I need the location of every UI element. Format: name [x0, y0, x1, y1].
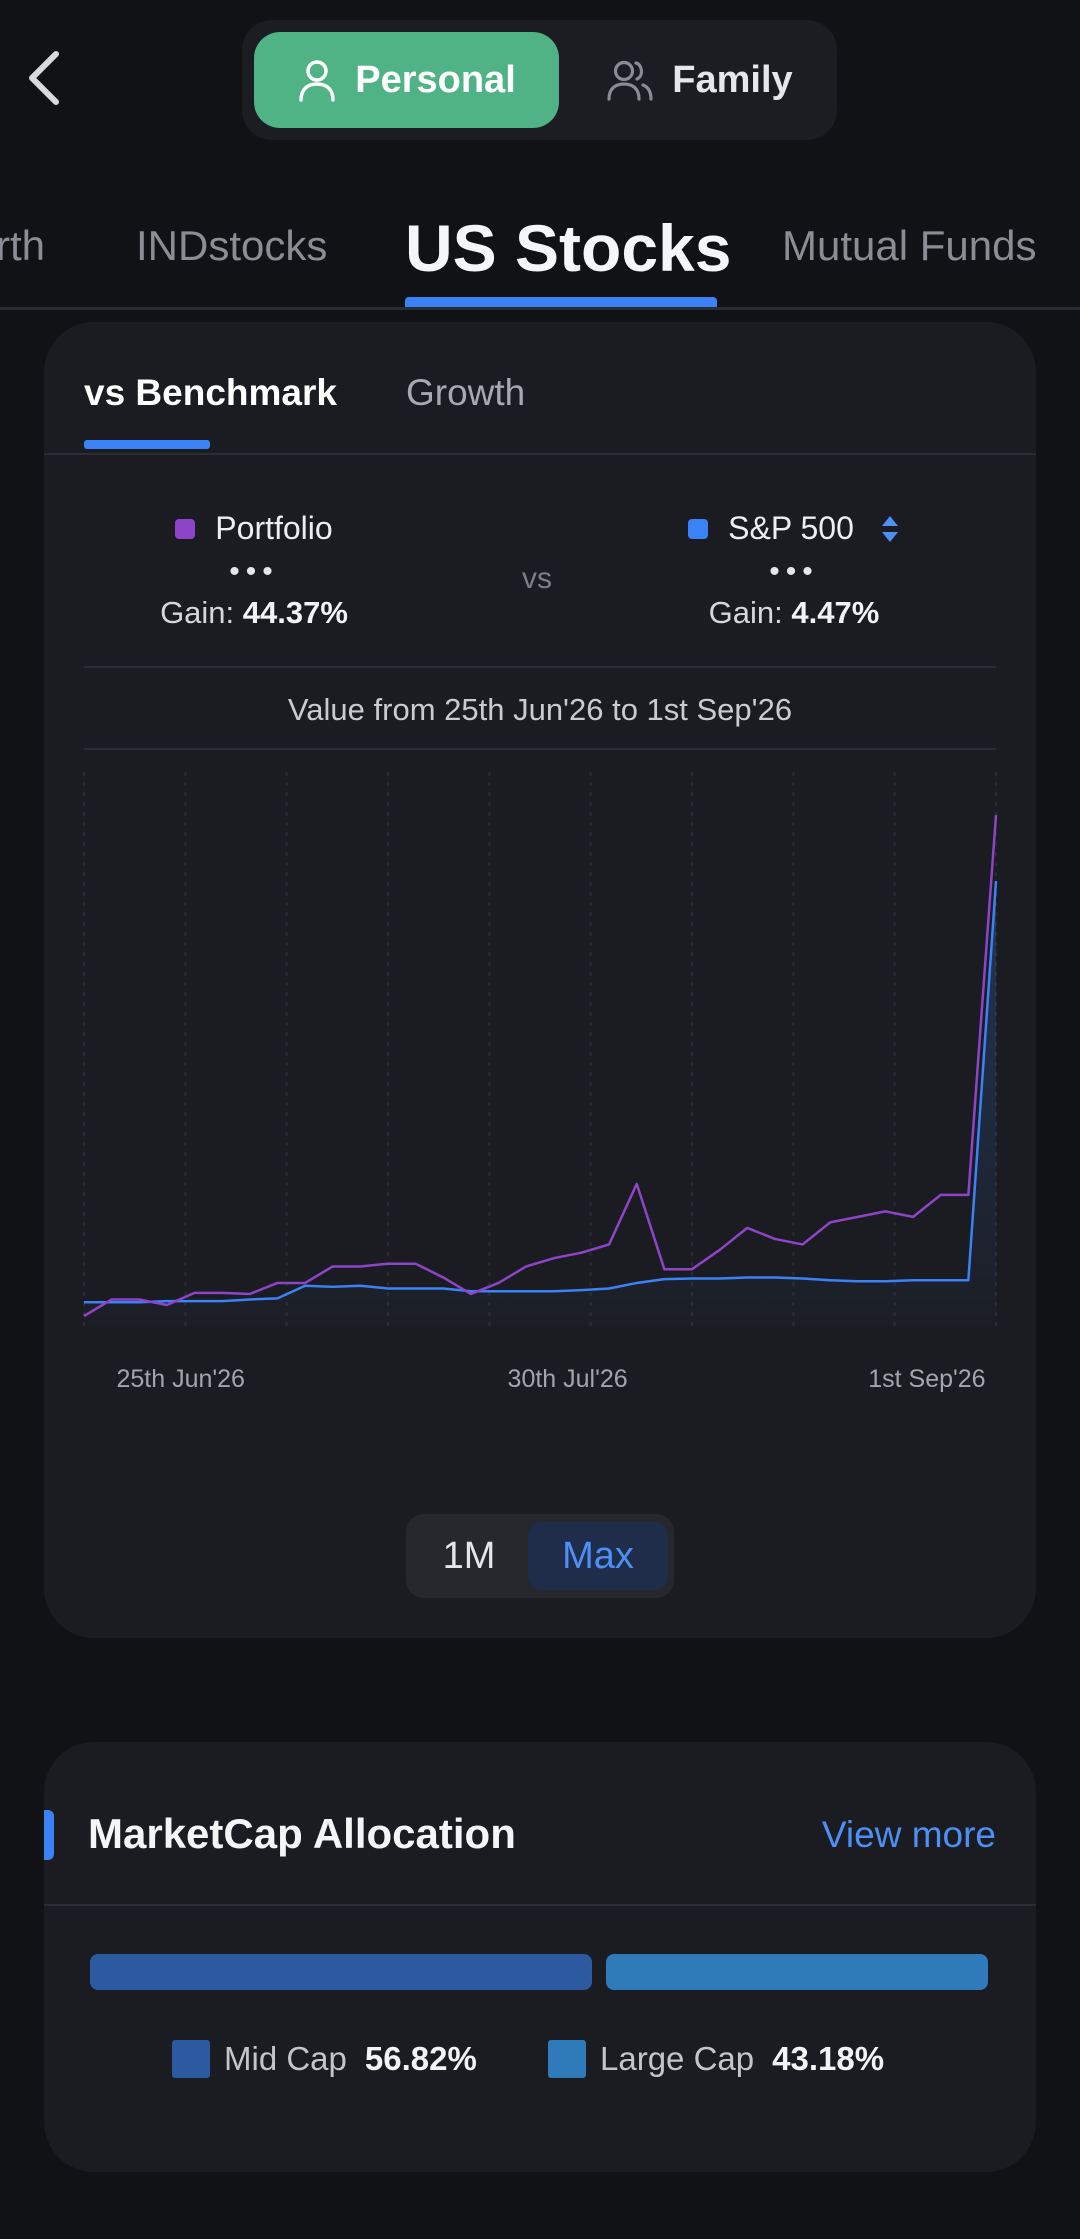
vs-label: vs — [522, 562, 552, 595]
subtab-vs-benchmark[interactable]: vs Benchmark — [84, 372, 337, 413]
portfolio-gain: Gain: 44.37% — [160, 595, 348, 630]
marketcap-divider — [44, 1904, 1036, 1906]
benchmark-value-masked: ••• — [769, 555, 819, 588]
family-toggle[interactable]: Family — [572, 32, 827, 128]
benchmark-gain: Gain: 4.47% — [708, 595, 880, 630]
portfolio-line — [83, 814, 998, 1318]
tab-indstocks[interactable]: INDstocks — [136, 222, 328, 269]
mid-cap-value: 56.82% — [364, 2040, 477, 2077]
portfolio-legend: Portfolio ••• Gain: 44.37% — [134, 510, 374, 631]
user-icon — [299, 60, 335, 102]
range-divider — [84, 748, 996, 750]
benchmark-color-swatch — [688, 518, 709, 539]
large-cap-swatch — [548, 2040, 586, 2078]
chart-x-ticks: 25th Jun'26 30th Jul'26 1st Sep'26 — [116, 1365, 985, 1393]
benchmark-area — [84, 881, 996, 1327]
x-tick-label: 25th Jun'26 — [116, 1365, 245, 1393]
benchmark-line — [84, 881, 998, 1304]
tab-mutual-funds[interactable]: Mutual Funds — [782, 222, 1037, 269]
chart-series — [83, 814, 998, 1318]
performance-card: vs Benchmark Growth Portfolio ••• Gain: … — [44, 322, 1036, 1638]
back-button[interactable] — [14, 44, 74, 112]
legend-large-cap: Large Cap 43.18% — [548, 2040, 884, 2078]
date-range-text: Value from 25th Jun'26 to 1st Sep'26 — [287, 692, 793, 727]
range-1m-button[interactable]: 1M — [442, 1534, 496, 1577]
tab-wealth[interactable]: rth — [0, 222, 46, 269]
legend-mid-cap: Mid Cap 56.82% — [172, 2040, 477, 2078]
benchmark-legend[interactable]: S&P 500 ••• Gain: 4.47% — [659, 510, 929, 631]
personal-label: Personal — [355, 58, 516, 101]
large-cap-bar — [606, 1954, 988, 1990]
range-toggle: 1M Max — [406, 1514, 674, 1598]
users-icon — [607, 60, 653, 101]
portfolio-name: Portfolio — [215, 510, 333, 546]
active-subtab-indicator — [84, 440, 210, 449]
x-tick-label: 30th Jul'26 — [508, 1365, 628, 1393]
marketcap-card: MarketCap Allocation View more Mid Cap 5… — [44, 1742, 1036, 2172]
benchmark-selector-icon[interactable] — [880, 514, 900, 544]
personal-toggle[interactable]: Personal — [254, 32, 559, 128]
benchmark-name: S&P 500 — [728, 510, 854, 546]
marketcap-title: MarketCap Allocation — [88, 1810, 516, 1857]
x-tick-label: 1st Sep'26 — [868, 1365, 985, 1393]
benchmark-gain-value: 4.47% — [791, 595, 880, 630]
portfolio-color-swatch — [175, 518, 196, 539]
account-switcher: Personal Family — [242, 20, 837, 140]
tabs-divider — [0, 307, 1080, 310]
large-cap-label: Large Cap — [600, 2040, 755, 2077]
subtab-growth[interactable]: Growth — [406, 372, 526, 413]
active-tab-indicator — [405, 297, 717, 307]
portfolio-gain-value: 44.37% — [242, 595, 348, 630]
legend-divider — [84, 666, 996, 668]
performance-line-chart[interactable]: 25th Jun'26 30th Jul'26 1st Sep'26 — [44, 762, 1036, 1472]
range-max-button[interactable]: Max — [528, 1522, 668, 1590]
asset-tabs: rth INDstocks US Stocks Mutual Funds — [0, 210, 1080, 310]
portfolio-value-masked: ••• — [229, 555, 279, 588]
chart-area — [84, 881, 996, 1327]
large-cap-value: 43.18% — [772, 2040, 885, 2077]
tab-us-stocks[interactable]: US Stocks — [405, 211, 732, 285]
family-label: Family — [672, 58, 793, 101]
chart-grid — [83, 772, 997, 1327]
view-more-link[interactable]: View more — [821, 1814, 996, 1855]
subtab-divider — [44, 453, 1036, 455]
mid-cap-bar — [90, 1954, 593, 1990]
mid-cap-swatch — [172, 2040, 210, 2078]
mid-cap-label: Mid Cap — [224, 2040, 347, 2077]
chevron-left-icon — [29, 51, 59, 105]
section-accent — [44, 1810, 54, 1860]
